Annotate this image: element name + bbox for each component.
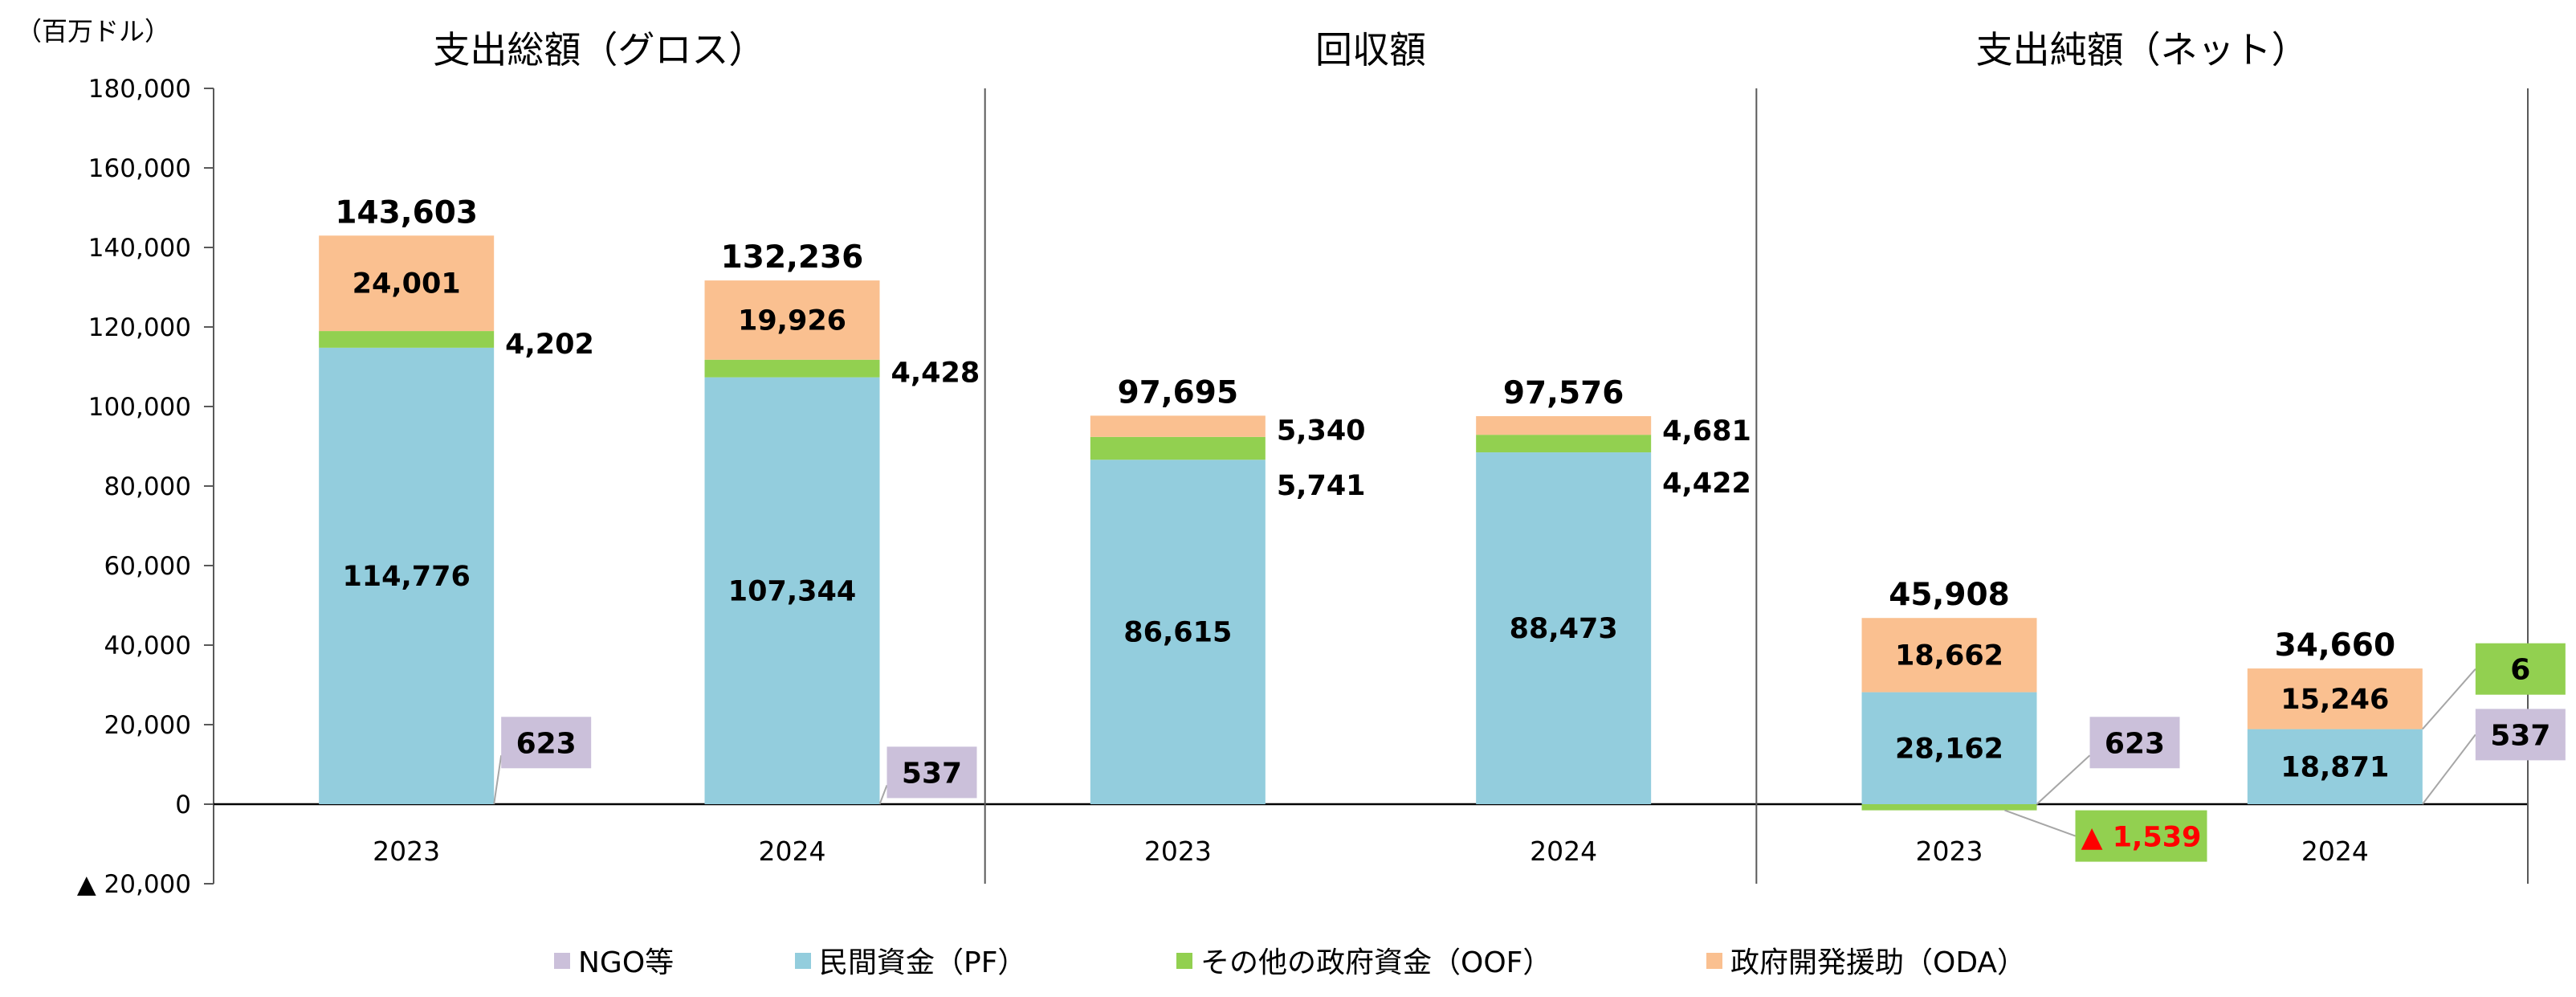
label-total: 143,603 bbox=[335, 194, 478, 231]
ngo-leader bbox=[2422, 733, 2476, 805]
ngo-leader bbox=[878, 785, 888, 805]
legend-swatch-ngo bbox=[554, 953, 570, 969]
label-total: 45,908 bbox=[1889, 577, 2010, 613]
label-pf: 86,615 bbox=[1123, 617, 1232, 649]
label-oof: 6 bbox=[2510, 654, 2530, 687]
legend-label-oof: その他の政府資金（OOF） bbox=[1200, 946, 1551, 979]
legend-swatch-oda bbox=[1706, 953, 1722, 969]
label-ngo: 537 bbox=[2490, 719, 2550, 752]
label-ngo: 623 bbox=[516, 727, 577, 760]
label-ngo-box bbox=[2089, 717, 2180, 769]
y-tick-label: 100,000 bbox=[88, 393, 191, 422]
label-ngo-box bbox=[2475, 709, 2566, 761]
bar-oda bbox=[319, 235, 495, 332]
y-tick-label: ▲ 20,000 bbox=[77, 870, 191, 899]
x-tick-label: 2023 bbox=[373, 836, 440, 867]
bar-pf bbox=[1476, 452, 1652, 804]
bar-oda bbox=[1476, 415, 1652, 435]
y-tick-label: 0 bbox=[175, 791, 191, 819]
y-tick-label: 160,000 bbox=[88, 154, 191, 183]
panel-title: 支出純額（ネット） bbox=[1976, 28, 2309, 72]
legend-swatch-pf bbox=[795, 953, 811, 969]
label-oof: 4,428 bbox=[891, 358, 980, 390]
label-oda: 15,246 bbox=[2280, 684, 2389, 716]
label-pf: 107,344 bbox=[728, 575, 856, 607]
bar-oof-negative bbox=[1861, 804, 2037, 811]
x-tick-label: 2023 bbox=[1144, 836, 1212, 867]
y-tick-label: 60,000 bbox=[104, 552, 191, 581]
legend-label-pf: 民間資金（PF） bbox=[819, 946, 1026, 979]
bar-oda bbox=[2247, 668, 2423, 729]
y-tick-label: 80,000 bbox=[104, 472, 191, 501]
label-ngo-box bbox=[887, 746, 977, 799]
label-oda: 18,662 bbox=[1895, 639, 2003, 672]
label-ngo: 623 bbox=[2105, 727, 2165, 760]
x-tick-label: 2024 bbox=[759, 836, 826, 867]
label-oda: 19,926 bbox=[738, 304, 846, 337]
bar-oof bbox=[319, 331, 495, 348]
label-oda: 24,001 bbox=[353, 268, 461, 300]
x-tick-label: 2024 bbox=[1530, 836, 1597, 867]
y-tick-label: 180,000 bbox=[88, 75, 191, 104]
label-pf: 18,871 bbox=[2280, 751, 2389, 783]
bar-pf bbox=[319, 347, 495, 805]
x-tick-label: 2024 bbox=[2301, 836, 2369, 867]
unit-label: （百万ドル） bbox=[16, 16, 170, 47]
label-total: 97,576 bbox=[1503, 375, 1624, 411]
legend-label-ngo: NGO等 bbox=[578, 946, 674, 979]
label-oof: 4,422 bbox=[1662, 468, 1751, 500]
label-pf: 114,776 bbox=[342, 561, 470, 593]
bar-oda bbox=[1090, 415, 1266, 437]
bar-oof bbox=[1090, 436, 1266, 460]
label-oof-box bbox=[2475, 643, 2566, 695]
bar-oda bbox=[1861, 618, 2037, 693]
ngo-leader bbox=[493, 755, 503, 805]
panel-title: 支出総額（グロス） bbox=[433, 28, 765, 72]
y-tick-label: 140,000 bbox=[88, 234, 191, 263]
y-tick-label: 120,000 bbox=[88, 313, 191, 342]
legend-swatch-oof bbox=[1176, 953, 1192, 969]
bar-pf bbox=[1861, 692, 2037, 804]
label-total: 132,236 bbox=[721, 239, 864, 276]
label-oof-negative: ▲ 1,539 bbox=[2081, 822, 2202, 854]
bar-pf bbox=[1090, 460, 1266, 804]
bar-pf bbox=[2247, 729, 2423, 804]
y-tick-label: 40,000 bbox=[104, 631, 191, 660]
label-ngo-box bbox=[501, 717, 592, 769]
label-oof-negative-box bbox=[2075, 810, 2207, 862]
label-total: 34,660 bbox=[2275, 627, 2396, 664]
bar-oda bbox=[704, 280, 880, 360]
label-pf: 28,162 bbox=[1895, 733, 2003, 765]
y-tick-label: 20,000 bbox=[104, 711, 191, 740]
legend-label-oda: 政府開発援助（ODA） bbox=[1730, 946, 2026, 979]
oof-leader bbox=[2004, 809, 2076, 837]
label-oof: 4,202 bbox=[505, 329, 594, 361]
label-ngo: 537 bbox=[902, 757, 962, 790]
panel-title: 回収額 bbox=[1315, 28, 1426, 72]
label-oda: 4,681 bbox=[1662, 415, 1751, 447]
label-total: 97,695 bbox=[1118, 374, 1239, 411]
ngo-leader bbox=[2036, 754, 2091, 805]
label-pf: 88,473 bbox=[1510, 613, 1618, 645]
bar-oof bbox=[704, 359, 880, 378]
x-tick-label: 2023 bbox=[1916, 836, 1983, 867]
oof-leader bbox=[2422, 668, 2476, 730]
bar-oof bbox=[1476, 435, 1652, 453]
label-oof: 5,741 bbox=[1277, 470, 1366, 502]
label-oda: 5,340 bbox=[1277, 415, 1366, 447]
bar-pf bbox=[704, 377, 880, 804]
